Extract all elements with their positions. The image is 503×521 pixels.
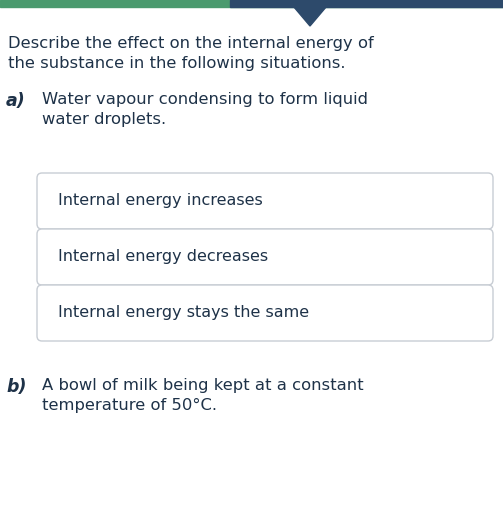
Text: water droplets.: water droplets. bbox=[42, 112, 166, 127]
Text: A bowl of milk being kept at a constant: A bowl of milk being kept at a constant bbox=[42, 378, 364, 393]
Polygon shape bbox=[288, 0, 332, 26]
FancyBboxPatch shape bbox=[37, 173, 493, 229]
Text: b): b) bbox=[6, 378, 27, 396]
Text: Internal energy stays the same: Internal energy stays the same bbox=[58, 305, 309, 320]
Text: Describe the effect on the internal energy of: Describe the effect on the internal ener… bbox=[8, 36, 374, 51]
Text: the substance in the following situations.: the substance in the following situation… bbox=[8, 56, 346, 71]
Text: Internal energy increases: Internal energy increases bbox=[58, 193, 263, 208]
Text: Internal energy decreases: Internal energy decreases bbox=[58, 250, 268, 265]
Text: a): a) bbox=[6, 92, 26, 110]
Text: Water vapour condensing to form liquid: Water vapour condensing to form liquid bbox=[42, 92, 368, 107]
Bar bbox=[0, 0, 503, 7]
Text: temperature of 50°C.: temperature of 50°C. bbox=[42, 398, 217, 413]
Bar bbox=[230, 0, 503, 7]
FancyBboxPatch shape bbox=[37, 229, 493, 285]
FancyBboxPatch shape bbox=[37, 285, 493, 341]
